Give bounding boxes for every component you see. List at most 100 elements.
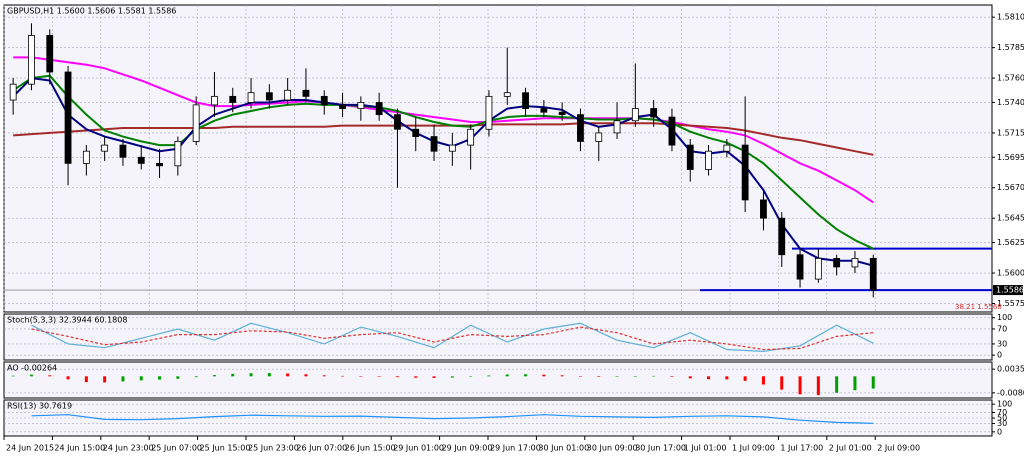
x-tick-label: 25 Jun 07:00 [151,444,202,453]
candle-body [485,95,493,130]
y-tick-label: 1.5670 [997,183,1024,192]
candle-body [229,95,237,103]
x-tick-label: 1 Jul 17:00 [780,444,823,453]
ao-bar [487,375,491,377]
candle-body [650,108,658,118]
ao-bar [103,376,107,383]
candle-body [211,95,218,106]
ao-bar [560,375,564,377]
ao-bar [707,376,711,380]
ao-bar [231,373,235,377]
ao-bar [542,374,546,377]
ao-bar [341,375,345,377]
ao-bar [743,376,747,381]
ao-bar [48,375,52,377]
y-tick-label: 1.5600 [997,269,1024,278]
moving-average [12,74,874,250]
ao-bar [670,376,674,377]
candle-body [284,89,292,101]
panel-title: GBPUSD,H1 1.5600 1.5606 1.5581 1.5586 [7,7,176,16]
x-tick-label: 25 Jun 23:00 [248,444,299,453]
moving-average [13,122,874,156]
candle-body [46,35,54,73]
panel [3,361,993,399]
candle-body [247,92,255,103]
y-tick-label: 1.5695 [997,153,1024,162]
y-tick-label: 1.5645 [997,214,1024,223]
candle-body [339,104,346,109]
x-tick-label: 26 Jun 15:00 [345,444,396,453]
candle-body [833,257,841,268]
candle-body [595,132,603,142]
candle-body [613,120,621,134]
ao-bar [450,376,454,378]
ao-bar [798,376,802,395]
y-tick-label: 30 [997,419,1007,428]
candle-body [412,128,420,137]
candle-body [137,156,145,164]
x-tick-label: 2 Jul 01:00 [829,444,872,453]
candle-body [522,92,529,109]
ao-bar [11,375,15,377]
ao-bar [66,376,70,380]
indicator-line [31,326,874,351]
y-tick-label: 70 [997,324,1007,333]
ao-bar [359,376,363,377]
candle-body [760,199,767,219]
moving-average [13,56,874,204]
indicator-line [31,414,874,424]
panel-title: Stoch(5,3,3) 32.3944 60.1808 [7,316,127,325]
y-tick-label: -0.00807 [997,388,1024,397]
ao-bar [615,376,619,377]
y-tick-label: 1.5785 [997,43,1024,52]
x-tick-label: 29 Jun 01:00 [393,444,444,453]
x-tick-label: 26 Jun 07:00 [296,444,347,453]
ao-bar [725,376,729,380]
y-tick-label: 100 [997,313,1012,322]
y-tick-label: 0 [997,427,1002,436]
candle-body [723,144,731,152]
x-tick-label: 1 Jul 01:00 [684,444,727,453]
candle-body [357,102,365,109]
candle-body [101,144,109,152]
panel [3,4,993,313]
moving-average [12,77,874,267]
candle-body [577,114,584,142]
candle-body [156,162,163,167]
candle-body [448,144,456,152]
x-tick-label: 24 Jun 15:00 [54,444,105,453]
candle-body [430,136,438,152]
candle-body [503,92,511,97]
price-label: 1.5586 [996,286,1024,295]
candle-body [686,144,694,170]
candle-body [119,144,127,158]
ao-bar [267,373,271,377]
x-tick-label: 30 Jun 09:00 [587,444,638,453]
candle-body [796,254,804,280]
y-tick-label: 1.5810 [997,13,1024,22]
y-tick-label: 100 [997,400,1012,409]
ao-bar [377,376,381,377]
candle-body [741,144,749,201]
ao-bar [139,376,143,381]
x-tick-label: 29 Jun 17:00 [490,444,541,453]
x-tick-label: 1 Jul 09:00 [732,444,775,453]
x-tick-label: 30 Jun 01:00 [538,444,589,453]
ao-bar [212,375,216,377]
candle-body [540,108,548,113]
candle-body [869,257,877,291]
ao-bar [322,375,326,377]
x-tick-label: 25 Jun 15:00 [200,444,251,453]
candle-body [64,71,72,164]
y-tick-label: 0.00351 [997,365,1024,374]
ao-bar [304,374,308,377]
y-tick-label: 50 [997,414,1007,423]
ao-bar [469,376,473,377]
y-tick-label: 1.5715 [997,128,1024,137]
candle-body [705,150,712,170]
ao-bar [871,376,875,389]
ao-bar [395,376,399,378]
ao-bar [29,374,33,377]
ao-bar [524,374,528,377]
